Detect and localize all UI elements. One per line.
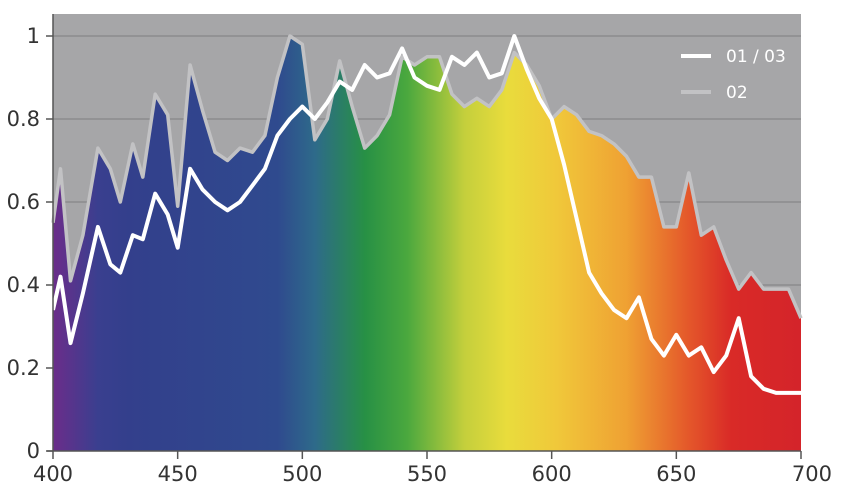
x-tick-label: 450 [158, 462, 198, 486]
y-tick-label: 0 [27, 439, 40, 463]
legend-label: 02 [726, 83, 748, 103]
x-tick-label: 550 [407, 462, 447, 486]
y-tick-label: 0.6 [7, 190, 40, 214]
x-tick-label: 400 [33, 462, 73, 486]
legend-label: 01 / 03 [726, 47, 786, 67]
x-tick-label: 650 [656, 462, 696, 486]
axis-layer: 0 0.2 0.4 0.6 0.8 1 400 450 500 550 600 650 700 [7, 14, 832, 486]
y-tick-label: 1 [27, 24, 40, 48]
y-tick-label: 0.8 [7, 107, 40, 131]
y-tick-label: 0.2 [7, 356, 40, 380]
spectrum-area [53, 36, 801, 451]
series-line-02 [51, 34, 803, 319]
legend: 01 / 03 02 [681, 47, 786, 103]
x-tick-label: 500 [282, 462, 322, 486]
x-tick-label: 700 [792, 462, 832, 486]
line-layer [51, 34, 803, 395]
x-tick-label: 600 [532, 462, 572, 486]
area-layer [53, 36, 801, 451]
y-tick-label: 0.4 [7, 273, 40, 297]
series-line-01-03 [51, 34, 801, 395]
